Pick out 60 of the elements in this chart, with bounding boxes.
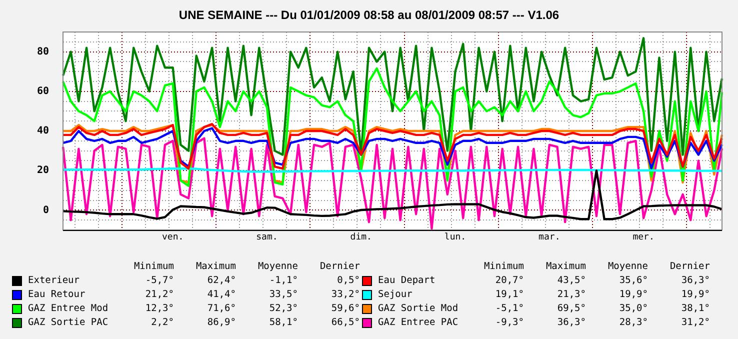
text: 28,3°: [618, 317, 648, 328]
text: Minimum: [482, 261, 524, 272]
y-tick-label: 20: [36, 165, 49, 176]
text: 41,4°: [206, 289, 236, 300]
text: 2,2°: [150, 317, 174, 328]
y-tick-label: 60: [36, 86, 49, 97]
legend-label: GAZ Sortie PAC: [28, 317, 110, 328]
x-tick-label: ven.: [162, 232, 184, 243]
text: 38,1°: [680, 303, 710, 314]
text: 71,6°: [206, 303, 236, 314]
text: Maximum: [194, 261, 236, 272]
text: 19,9°: [618, 289, 648, 300]
x-tick-label: lun.: [444, 232, 466, 243]
text: Maximum: [544, 261, 586, 272]
text: Moyenne: [606, 261, 648, 272]
text: 86,9°: [206, 317, 236, 328]
text: 19,1°: [494, 289, 524, 300]
text: -5,7°: [144, 275, 174, 286]
text: 35,0°: [618, 303, 648, 314]
text: 69,5°: [556, 303, 586, 314]
y-tick-label: 0: [42, 204, 49, 216]
text: 19,9°: [680, 289, 710, 300]
text: Dernier: [668, 261, 710, 272]
text: 52,3°: [268, 303, 298, 314]
text: 31,2°: [680, 317, 710, 328]
text: 33,5°: [268, 289, 298, 300]
legend-label: Sejour: [378, 289, 414, 300]
text: 33,2°: [330, 289, 360, 300]
text: 21,2°: [144, 289, 174, 300]
text: 0,5°: [336, 275, 360, 286]
text: -9,3°: [494, 317, 524, 328]
text: 58,1°: [268, 317, 298, 328]
text: 20,7°: [494, 275, 524, 286]
y-tick-label: 80: [36, 46, 49, 58]
legend-label: GAZ Sortie Mod: [378, 303, 460, 314]
text: 35,6°: [618, 275, 648, 286]
text: 62,4°: [206, 275, 236, 286]
legend-label: GAZ Entree Mod: [28, 303, 110, 314]
legend-label: Eau Depart: [378, 275, 436, 286]
text: 66,5°: [330, 317, 360, 328]
text: 59,6°: [330, 303, 360, 314]
x-tick-label: mer.: [632, 232, 654, 243]
text: 21,3°: [556, 289, 586, 300]
text: 36,3°: [680, 275, 710, 286]
y-tick-label: 40: [36, 126, 49, 137]
x-tick-label: sam.: [256, 232, 278, 243]
x-tick-label: mar.: [538, 232, 560, 243]
chart-title: UNE SEMAINE --- Du 01/01/2009 08:58 au 08/01/2009 08:57 --- V1.06: [178, 8, 560, 22]
text: 43,5°: [556, 275, 586, 286]
legend-label: GAZ Entree PAC: [378, 317, 460, 328]
text: Dernier: [318, 261, 360, 272]
text: -5,1°: [494, 303, 524, 314]
legend-label: Eau Retour: [28, 289, 86, 300]
text: Minimum: [132, 261, 174, 272]
legend-label: Exterieur: [28, 275, 80, 286]
text: 12,3°: [144, 303, 174, 314]
text: 36,3°: [556, 317, 586, 328]
text: Moyenne: [256, 261, 298, 272]
x-tick-label: dim.: [350, 232, 372, 243]
text: -1,1°: [268, 275, 298, 286]
